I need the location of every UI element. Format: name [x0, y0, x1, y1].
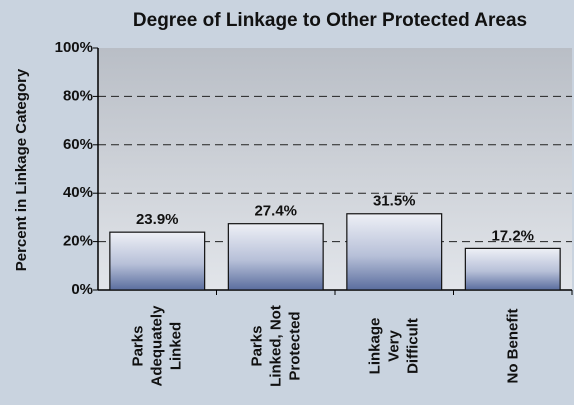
chart-title: Degree of Linkage to Other Protected Are…	[133, 10, 527, 31]
data-label: 17.2%	[491, 227, 534, 244]
y-axis-label: Percent in Linkage Category	[13, 68, 30, 271]
data-label: 27.4%	[254, 203, 297, 220]
data-label: 31.5%	[373, 193, 416, 210]
x-tick-label: No Benefit	[504, 308, 522, 384]
bar	[464, 247, 561, 291]
y-tick-label: 20%	[63, 233, 93, 250]
x-tick-label: Linkage Very Difficult	[366, 317, 422, 375]
y-tick-label: 80%	[63, 87, 93, 104]
x-tick-label: Parks Adequately Linked	[129, 305, 185, 387]
data-label: 23.9%	[136, 211, 179, 228]
y-tick-label: 60%	[63, 136, 93, 153]
y-tick-label: 40%	[63, 184, 93, 201]
bar	[346, 213, 443, 291]
bar	[109, 231, 206, 291]
y-tick-label: 100%	[55, 39, 93, 56]
x-tick-label: Parks Linked, Not Protected	[248, 305, 304, 387]
bar	[227, 223, 324, 291]
y-tick-label: 0%	[71, 281, 93, 298]
